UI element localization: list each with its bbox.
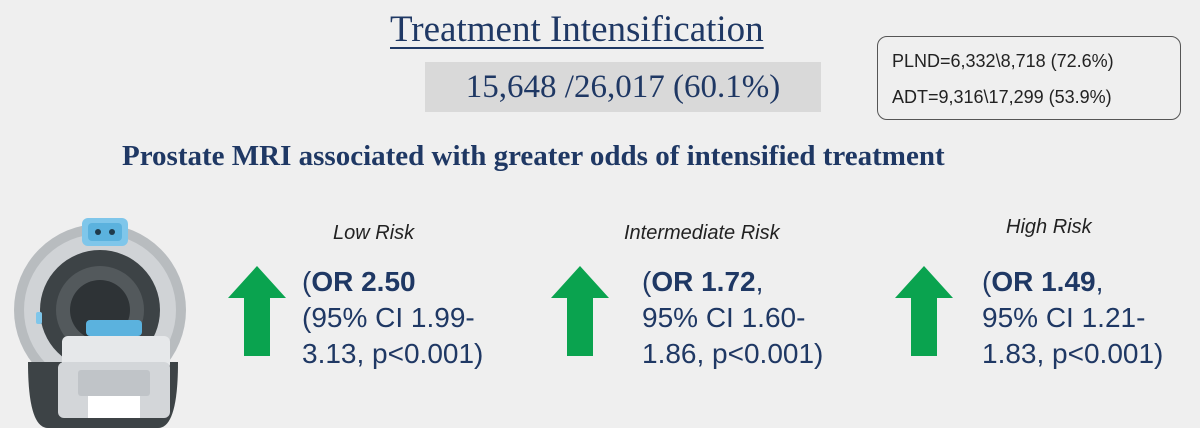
odds-ratio: OR 1.72 — [651, 266, 756, 297]
page-title: Treatment Intensification — [390, 9, 764, 50]
or-line: (OR 2.50 — [302, 266, 416, 297]
summary-box: 15,648 /26,017 (60.1%) — [425, 62, 821, 112]
ci-line: 95% CI 1.21- — [982, 302, 1146, 333]
headline: Prostate MRI associated with greater odd… — [122, 140, 945, 172]
adt-stat: ADT=9,316\17,299 (53.9%) — [892, 87, 1112, 107]
risk-stat-low: (OR 2.50 (95% CI 1.99- 3.13, p<0.001) — [302, 264, 483, 372]
up-arrow-icon — [551, 266, 609, 356]
breakdown-box: PLND=6,332\8,718 (72.6%) ADT=9,316\17,29… — [877, 36, 1181, 120]
risk-stat-intermediate: (OR 1.72, 95% CI 1.60- 1.86, p<0.001) — [642, 264, 823, 372]
mri-scanner-icon — [14, 218, 186, 428]
up-arrow-icon — [895, 266, 953, 356]
summary-value: 15,648 /26,017 (60.1%) — [465, 68, 781, 105]
ci-p-line: 1.86, p<0.001) — [642, 338, 824, 369]
or-line: (OR 1.72, — [642, 266, 764, 297]
risk-label-high: High Risk — [1006, 216, 1092, 238]
plnd-stat: PLND=6,332\8,718 (72.6%) — [892, 51, 1114, 71]
odds-ratio: OR 1.49 — [991, 266, 1096, 297]
risk-label-intermediate: Intermediate Risk — [624, 222, 780, 244]
risk-label-low: Low Risk — [333, 222, 415, 244]
ci-line: 95% CI 1.60- — [642, 302, 806, 333]
ci-p-line: 3.13, p<0.001) — [302, 338, 484, 369]
ci-p-line: 1.83, p<0.001) — [982, 338, 1164, 369]
risk-stat-high: (OR 1.49, 95% CI 1.21- 1.83, p<0.001) — [982, 264, 1163, 372]
odds-ratio: OR 2.50 — [311, 266, 416, 297]
up-arrow-icon — [228, 266, 286, 356]
or-line: (OR 1.49, — [982, 266, 1104, 297]
ci-line: (95% CI 1.99- — [302, 302, 475, 333]
